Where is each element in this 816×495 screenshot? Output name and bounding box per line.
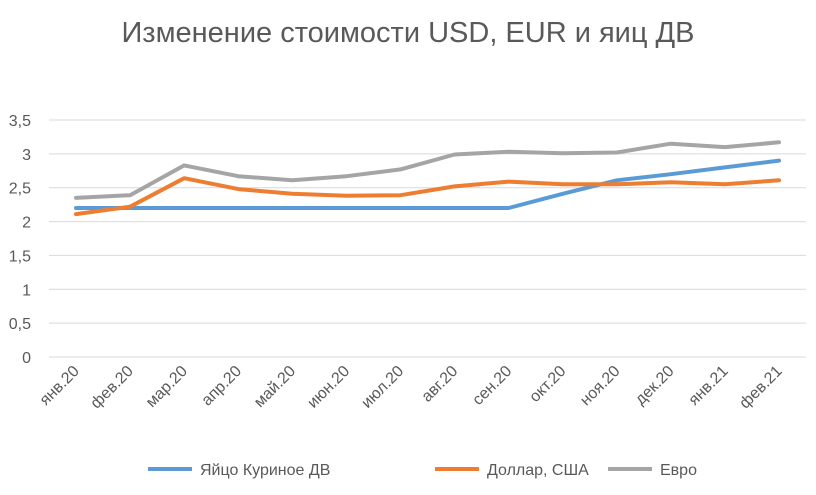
x-tick-label: ноя.20	[577, 363, 623, 409]
series-line-1	[74, 158, 781, 210]
x-tick-label: авг.20	[419, 363, 462, 406]
y-tick-label: 0,5	[9, 316, 31, 333]
y-tick-label: 3,5	[9, 113, 31, 130]
x-tick-label: июн.20	[304, 363, 353, 412]
chart-title: Изменение стоимости USD, EUR и яиц ДВ	[121, 17, 694, 49]
x-tick-label: апр.20	[199, 363, 246, 410]
y-tick-label: 1,5	[9, 248, 31, 265]
x-tick-label: мар.20	[143, 363, 191, 411]
legend-label: Яйцо Куриное ДВ	[200, 462, 330, 479]
y-tick-label: 0	[22, 350, 31, 367]
y-tick-label: 1	[22, 282, 31, 299]
x-tick-label: июл.20	[358, 363, 407, 412]
gridlines	[49, 119, 806, 358]
x-tick-label: фев.20	[88, 363, 137, 412]
y-tick-label: 3	[22, 147, 31, 164]
legend-label: Доллар, США	[487, 462, 589, 479]
y-tick-label: 2,5	[9, 181, 31, 198]
legend-label: Евро	[660, 462, 697, 479]
series-line-2	[74, 176, 781, 217]
x-tick-label: янв.20	[37, 363, 83, 409]
x-tick-label: окт.20	[526, 363, 569, 406]
x-tick-label: дек.20	[632, 363, 678, 409]
legend: Яйцо Куриное ДВ Доллар, США Евро	[148, 462, 697, 479]
x-tick-label: фев.21	[736, 363, 785, 412]
x-tick-label: янв.21	[686, 363, 732, 409]
x-tick-label: май.20	[251, 363, 299, 411]
x-tick-label: сен.20	[469, 363, 515, 409]
series-line-3	[74, 140, 781, 200]
series-lines	[74, 140, 781, 217]
y-tick-label: 2	[22, 215, 31, 232]
x-axis-tick-labels: янв.20 фев.20 мар.20 апр.20 май.20 июн.20 июл.…	[37, 363, 786, 412]
y-axis-tick-labels: 0 0,5 1 1,5 2 2,5 3 3,5	[9, 113, 31, 367]
